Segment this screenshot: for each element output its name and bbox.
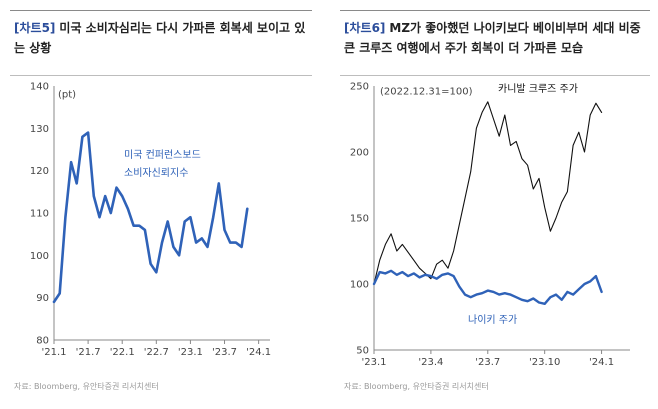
x-tick-label: '24.1 (246, 347, 271, 358)
chart6-source: 자료: Bloomberg, 유안타증권 리서치센터 (344, 382, 489, 391)
y-tick-label: 100 (30, 251, 49, 262)
series-line-1 (373, 101, 603, 285)
chart5-panel: [차트5] 미국 소비자심리는 다시 가파른 회복세 보이고 있는 상황 80 90… (0, 0, 320, 409)
chart6-panel: [차트6] MZ가 좋아했던 나이키보다 베이비부머 세대 비중 큰 크루즈 여행… (330, 0, 658, 409)
x-tick-label: '22.7 (144, 347, 169, 358)
y-tick-label: 50 (356, 346, 369, 357)
x-tick-label: '21.7 (76, 347, 101, 358)
x-tick-label: '23.10 (529, 357, 560, 368)
series-label-line: 소비자신뢰지수 (124, 167, 188, 179)
x-tick-label: '22.1 (110, 347, 135, 358)
y-tick-label: 200 (350, 148, 369, 159)
title-rule (340, 75, 650, 76)
x-tick-label: '23.7 (212, 347, 237, 358)
chart5-tag: [차트5] (14, 21, 56, 35)
chart6-title-text: MZ가 좋아했던 나이키보다 베이비부머 세대 비중 큰 크루즈 여행에서 주가… (344, 21, 641, 55)
series-line-1 (52, 131, 249, 304)
y-tick-label: 130 (30, 124, 49, 135)
top-rule (10, 10, 312, 11)
chart6-tag: [차트6] (344, 21, 386, 35)
x-tick-label: '23.7 (475, 357, 500, 368)
y-tick-label: 100 (350, 280, 369, 291)
series-label-line: 미국 컨퍼런스보드 (124, 149, 201, 161)
chart6-plot: 50 100 150 200 250 '23.1 '23.4 '23.7 '23.10 '24.1… (350, 82, 630, 368)
x-tick-label: '24.1 (589, 357, 614, 368)
x-tick-label: '23.1 (178, 347, 203, 358)
y-tick-label: 90 (36, 293, 49, 304)
top-rule (340, 10, 650, 11)
y-tick-label: 140 (30, 82, 49, 93)
chart5-title-text: 미국 소비자심리는 다시 가파른 회복세 보이고 있는 상황 (14, 21, 306, 55)
x-tick-label: '23.4 (418, 357, 443, 368)
chart5-source: 자료: Bloomberg, 유안타증권 리서치센터 (14, 382, 159, 391)
series-label-nike: 나이키 주가 (468, 314, 517, 326)
x-tick-label: '23.1 (361, 357, 386, 368)
chart5-plot: 80 90 100 110 120 130 140 '21.1 '21.7 '22.1 '22.7 '… (30, 82, 271, 359)
series-line-2 (372, 269, 603, 305)
y-tick-label: 80 (36, 336, 49, 347)
y-tick-label: 110 (30, 209, 49, 220)
index-note: (2022.12.31=100) (380, 86, 473, 97)
chart5-title: [차트5] 미국 소비자심리는 다시 가파른 회복세 보이고 있는 상황 (14, 18, 310, 58)
series-label-carnival: 카니발 크루즈 주가 (498, 83, 578, 95)
y-unit-label: (pt) (58, 89, 76, 100)
title-rule (10, 75, 312, 76)
y-tick-label: 120 (30, 166, 49, 177)
y-tick-label: 150 (350, 214, 369, 225)
y-tick-label: 250 (350, 82, 369, 93)
x-tick-label: '21.1 (41, 347, 66, 358)
chart6-title: [차트6] MZ가 좋아했던 나이키보다 베이비부머 세대 비중 큰 크루즈 여행… (344, 18, 648, 58)
